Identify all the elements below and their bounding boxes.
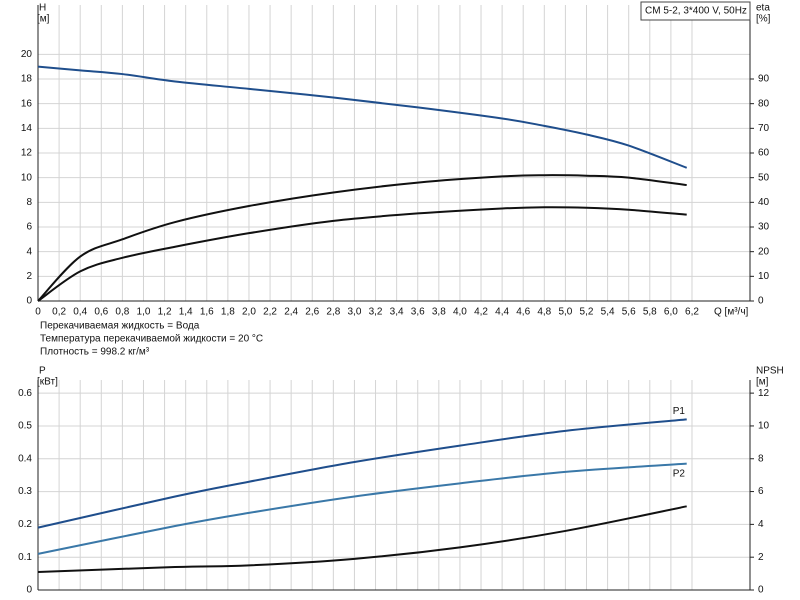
x-tick-label: 5,2 — [580, 307, 594, 318]
x-tick-label: 1,6 — [200, 307, 214, 318]
x-tick-label: 6,2 — [685, 307, 699, 318]
y2-tick-label: 12 — [758, 388, 770, 399]
y2-tick-label: 20 — [758, 246, 770, 257]
y-tick-label: 0 — [26, 296, 32, 307]
x-tick-label: 1,0 — [137, 307, 151, 318]
curve — [37, 206, 687, 302]
curve — [37, 505, 687, 573]
x-tick-label: 4,8 — [537, 307, 551, 318]
y2-tick-label: 2 — [758, 552, 764, 563]
y2-tick-label: 50 — [758, 172, 770, 183]
y2-tick-label: 0 — [758, 585, 764, 596]
y2-tick-label: 10 — [758, 421, 770, 432]
curve — [37, 462, 687, 555]
y2-tick-label: 30 — [758, 222, 770, 233]
x-tick-label: 3,8 — [432, 307, 446, 318]
y2-tick-label: 40 — [758, 197, 770, 208]
y-tick-label: 6 — [26, 222, 32, 233]
y-tick-label: 0.5 — [18, 421, 32, 432]
y-tick-label: 0.3 — [18, 486, 32, 497]
x-tick-label: 2,2 — [263, 307, 277, 318]
x-axis-label: Q [м³/ч] — [714, 307, 749, 318]
y2-tick-label: 80 — [758, 98, 770, 109]
series-label: P1 — [673, 406, 686, 417]
curve — [37, 418, 687, 529]
y2-axis-label: NPSH — [756, 366, 784, 377]
x-tick-label: 5,8 — [643, 307, 657, 318]
x-tick-label: 3,2 — [369, 307, 383, 318]
y2-tick-label: 90 — [758, 74, 770, 85]
y-tick-label: 18 — [21, 74, 33, 85]
x-tick-label: 3,4 — [390, 307, 404, 318]
y2-axis-unit: [м] — [756, 377, 769, 388]
y-tick-label: 0 — [26, 585, 32, 596]
x-tick-label: 1,2 — [158, 307, 172, 318]
x-tick-label: 0 — [35, 307, 41, 318]
x-tick-label: 4,0 — [453, 307, 467, 318]
y2-axis-label: eta — [756, 3, 770, 14]
x-tick-label: 5,0 — [558, 307, 572, 318]
y-tick-label: 12 — [21, 148, 33, 159]
x-tick-label: 4,6 — [516, 307, 530, 318]
y2-tick-label: 8 — [758, 453, 764, 464]
y2-tick-label: 60 — [758, 148, 770, 159]
annotation: Температура перекачиваемой жидкости = 20… — [40, 334, 263, 345]
x-tick-label: 0,6 — [94, 307, 108, 318]
y-tick-label: 14 — [21, 123, 33, 134]
x-tick-label: 3,0 — [347, 307, 361, 318]
y2-tick-label: 6 — [758, 486, 764, 497]
y-tick-label: 0.2 — [18, 519, 32, 530]
y2-tick-label: 0 — [758, 296, 764, 307]
x-tick-label: 2,4 — [284, 307, 298, 318]
title-box — [640, 1, 751, 21]
y-axis-label: P — [39, 366, 46, 377]
y-tick-label: 8 — [26, 197, 32, 208]
x-tick-label: 4,2 — [474, 307, 488, 318]
x-tick-label: 1,8 — [221, 307, 235, 318]
x-tick-label: 2,8 — [326, 307, 340, 318]
x-tick-label: 5,4 — [601, 307, 615, 318]
y-tick-label: 4 — [26, 246, 32, 257]
y2-tick-label: 70 — [758, 123, 770, 134]
x-tick-label: 3,6 — [411, 307, 425, 318]
y2-tick-label: 10 — [758, 271, 770, 282]
x-tick-label: 1,4 — [179, 307, 193, 318]
x-tick-label: 2,6 — [305, 307, 319, 318]
x-tick-label: 4,4 — [495, 307, 509, 318]
y2-tick-label: 4 — [758, 519, 764, 530]
series-label: P2 — [673, 468, 686, 479]
y-tick-label: 2 — [26, 271, 32, 282]
x-tick-label: 6,0 — [664, 307, 678, 318]
y-tick-label: 16 — [21, 98, 33, 109]
y2-axis-unit: [%] — [756, 14, 771, 25]
annotation: Плотность = 998.2 кг/м³ — [40, 347, 150, 358]
curve — [37, 65, 688, 169]
y-tick-label: 0.1 — [18, 552, 32, 563]
x-tick-label: 0,8 — [115, 307, 129, 318]
y-tick-label: 0.4 — [18, 453, 32, 464]
x-tick-label: 0,2 — [52, 307, 66, 318]
y-tick-label: 20 — [21, 49, 33, 60]
annotation: Перекачиваемая жидкость = Вода — [40, 321, 200, 332]
y-axis-unit: [кВт] — [37, 377, 58, 388]
y-axis-label: H — [39, 3, 46, 14]
chart-title: CM 5-2, 3*400 V, 50Hz — [645, 6, 747, 17]
x-tick-label: 5,6 — [622, 307, 636, 318]
curve — [37, 174, 687, 302]
y-tick-label: 10 — [21, 172, 33, 183]
x-tick-label: 0,4 — [73, 307, 87, 318]
x-tick-label: 2,0 — [242, 307, 256, 318]
y-axis-unit: [м] — [37, 14, 50, 25]
y-tick-label: 0.6 — [18, 388, 32, 399]
